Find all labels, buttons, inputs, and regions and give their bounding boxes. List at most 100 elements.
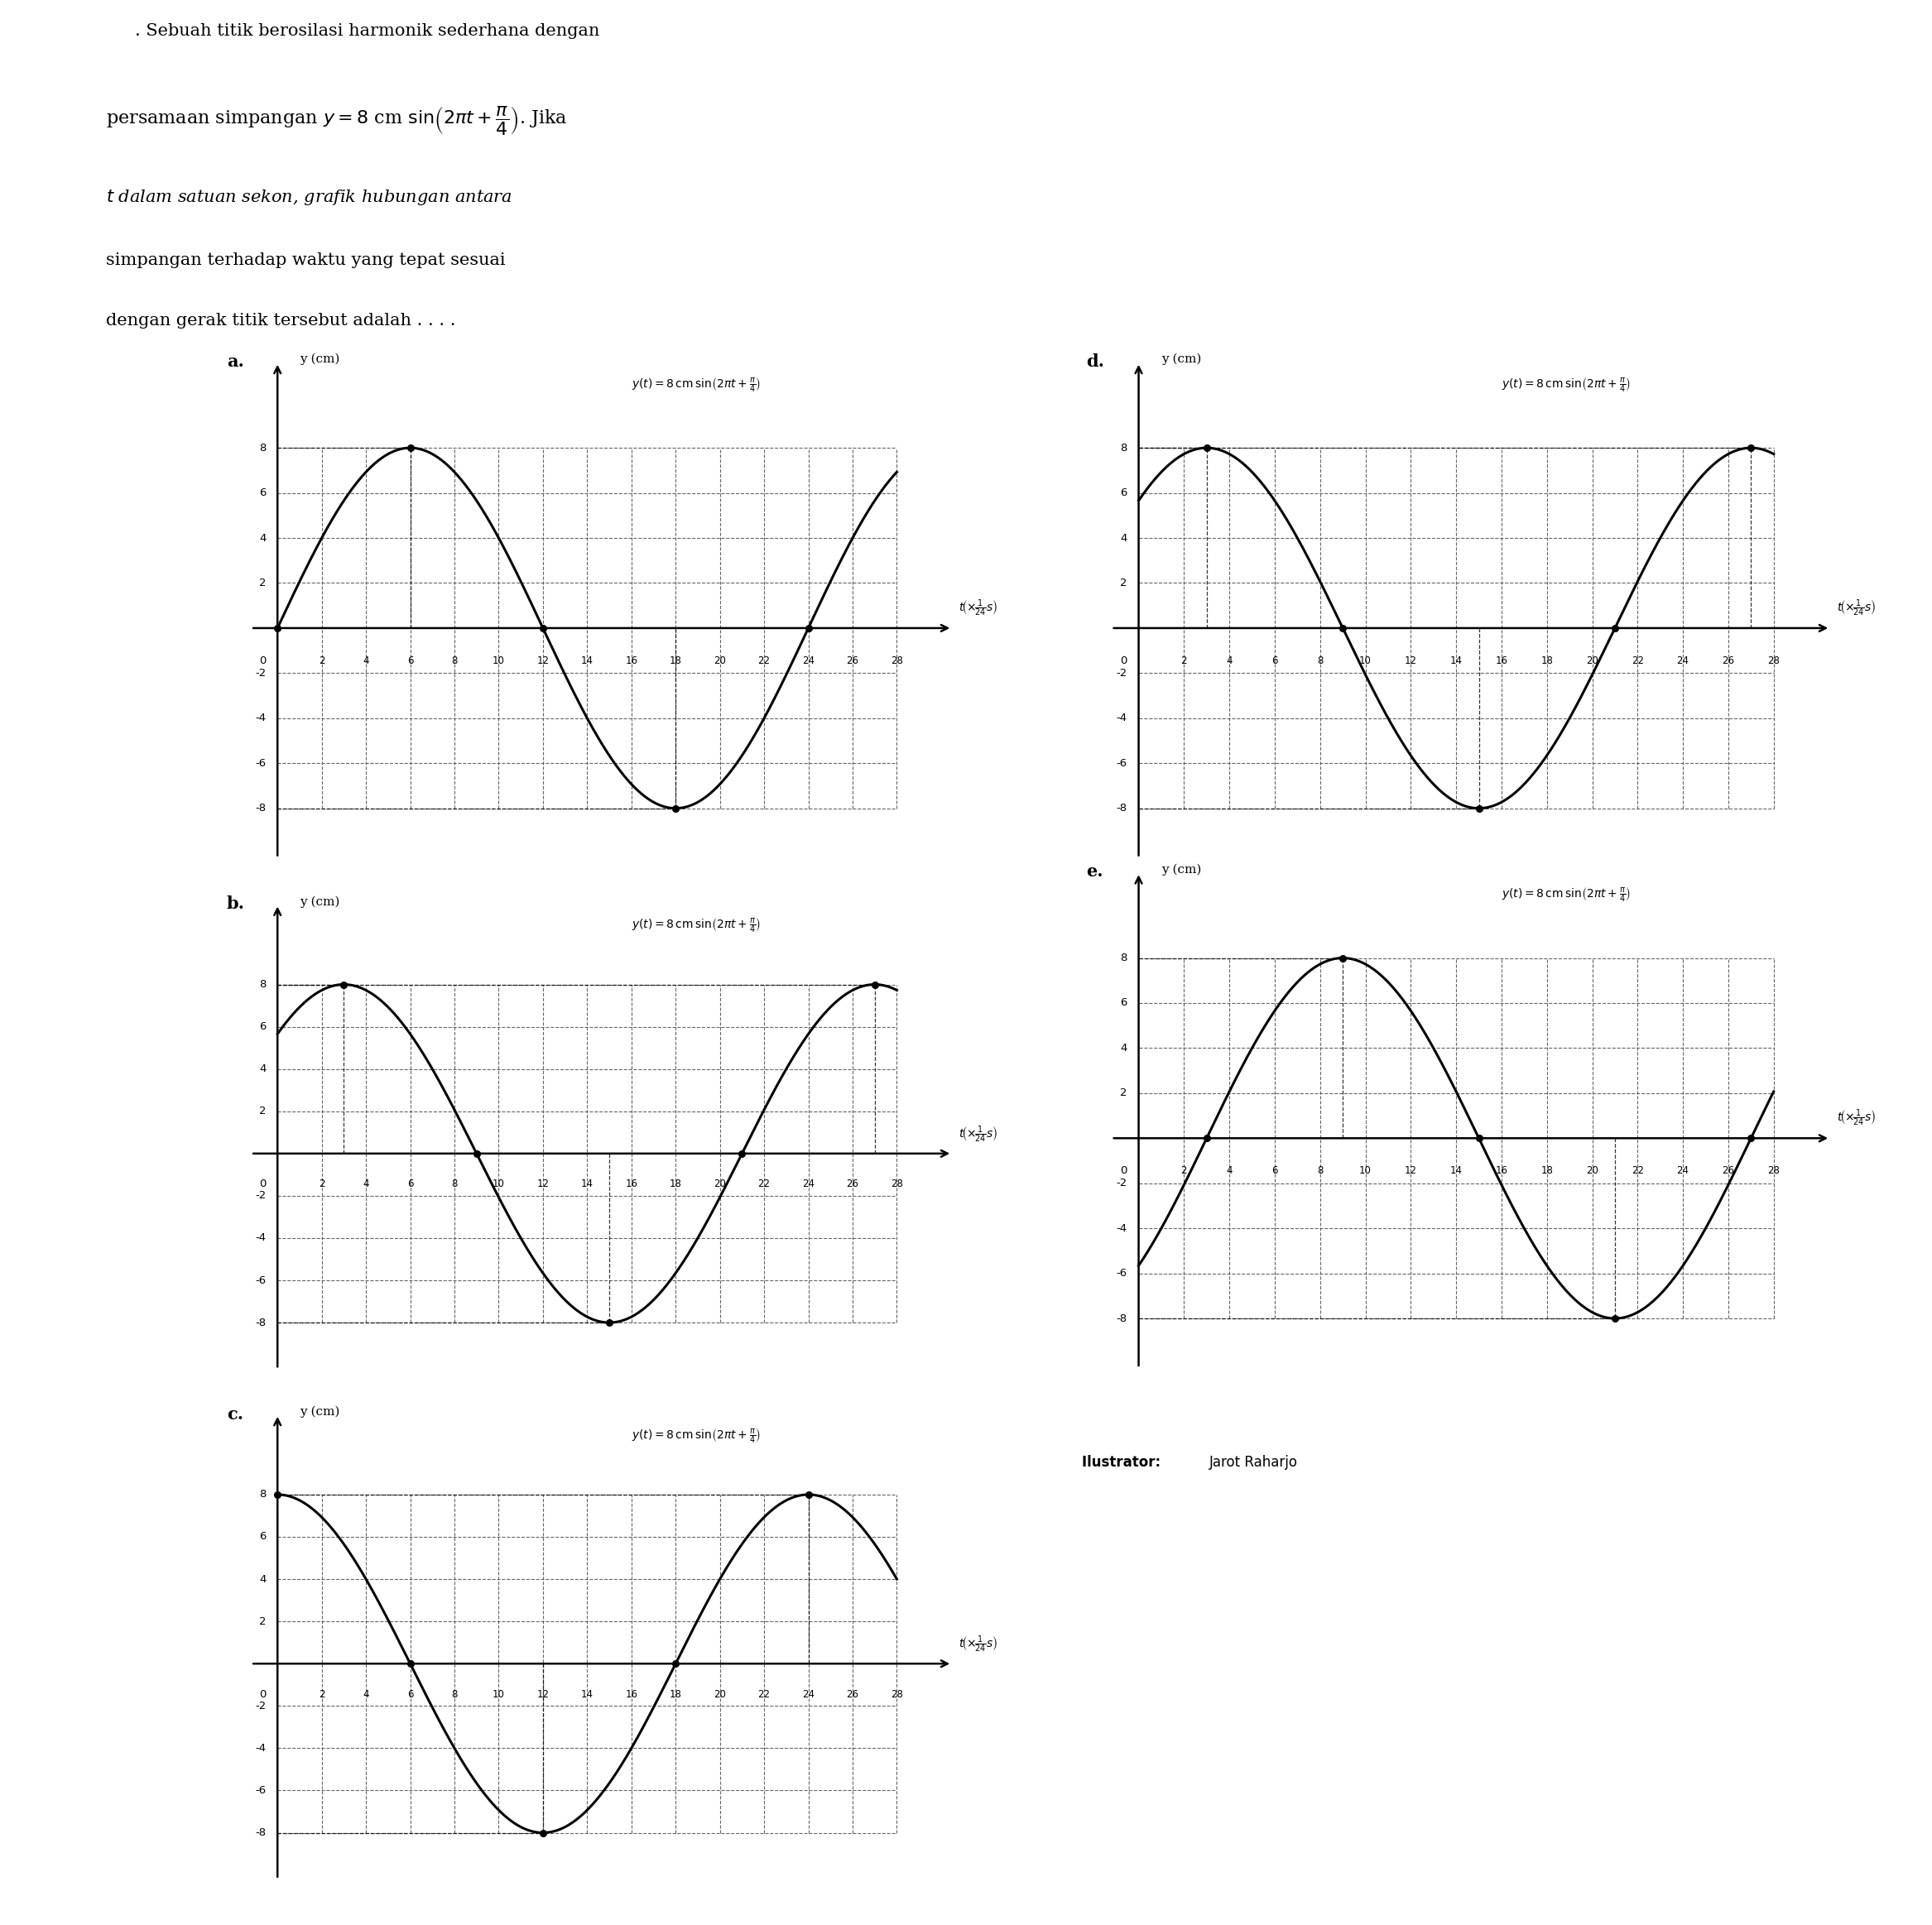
Text: 6: 6 [408, 654, 413, 666]
Text: 16: 16 [626, 654, 638, 666]
Text: 4: 4 [363, 1178, 369, 1190]
Text: 8: 8 [452, 1688, 458, 1700]
Text: -4: -4 [255, 712, 267, 724]
Text: -6: -6 [255, 1274, 267, 1286]
Text: 0: 0 [259, 1178, 267, 1190]
Text: $y(t) = 8\,\mathrm{cm}\,\sin\!\left(2\pi t+\frac{\pi}{4}\right)$: $y(t) = 8\,\mathrm{cm}\,\sin\!\left(2\pi… [1501, 886, 1631, 905]
Text: -2: -2 [255, 1700, 267, 1711]
Text: 2: 2 [259, 578, 267, 589]
Text: 6: 6 [1271, 1165, 1277, 1176]
Text: 4: 4 [259, 1575, 267, 1584]
Text: 12: 12 [537, 654, 549, 666]
Text: 12: 12 [537, 1688, 549, 1700]
Text: 10: 10 [1360, 1165, 1372, 1176]
Text: y (cm): y (cm) [1161, 354, 1202, 366]
Text: . Sebuah titik berosilasi harmonik sederhana dengan: . Sebuah titik berosilasi harmonik seder… [135, 23, 599, 38]
Text: -6: -6 [255, 1784, 267, 1796]
Text: 12: 12 [1405, 654, 1416, 666]
Text: a.: a. [226, 354, 243, 370]
Text: 2: 2 [1121, 578, 1126, 589]
Text: $t\!\left(\times\!\frac{1}{24}s\right)$: $t\!\left(\times\!\frac{1}{24}s\right)$ [1837, 599, 1876, 618]
Text: 20: 20 [1586, 654, 1598, 666]
Text: simpangan terhadap waktu yang tepat sesuai: simpangan terhadap waktu yang tepat sesu… [106, 252, 506, 268]
Text: b.: b. [226, 895, 245, 912]
Text: 10: 10 [1360, 654, 1372, 666]
Text: 2: 2 [319, 1688, 325, 1700]
Text: e.: e. [1086, 864, 1103, 880]
Text: 8: 8 [259, 1490, 267, 1500]
Text: y (cm): y (cm) [299, 354, 340, 366]
Text: 16: 16 [1495, 654, 1507, 666]
Text: 28: 28 [891, 654, 902, 666]
Text: 2: 2 [259, 1615, 267, 1627]
Text: 4: 4 [363, 1688, 369, 1700]
Text: 26: 26 [846, 1178, 860, 1190]
Text: y (cm): y (cm) [299, 895, 340, 907]
Text: 24: 24 [1677, 1165, 1689, 1176]
Text: 14: 14 [1449, 654, 1463, 666]
Text: 16: 16 [626, 1688, 638, 1700]
Text: -6: -6 [1117, 758, 1126, 768]
Text: -2: -2 [255, 668, 267, 678]
Text: 0: 0 [259, 654, 267, 666]
Text: 8: 8 [452, 654, 458, 666]
Text: 20: 20 [713, 1688, 726, 1700]
Text: 16: 16 [626, 1178, 638, 1190]
Text: 28: 28 [1768, 654, 1779, 666]
Text: 18: 18 [670, 654, 682, 666]
Text: 6: 6 [1121, 997, 1126, 1009]
Text: 14: 14 [582, 1688, 593, 1700]
Text: 6: 6 [259, 1022, 267, 1032]
Text: 4: 4 [1227, 654, 1233, 666]
Text: 18: 18 [670, 1688, 682, 1700]
Text: -8: -8 [255, 1317, 267, 1328]
Text: c.: c. [226, 1405, 243, 1423]
Text: $y(t) = 8\,\mathrm{cm}\,\sin\!\left(2\pi t+\frac{\pi}{4}\right)$: $y(t) = 8\,\mathrm{cm}\,\sin\!\left(2\pi… [632, 916, 761, 936]
Text: $y(t) = 8\,\mathrm{cm}\,\sin\!\left(2\pi t+\frac{\pi}{4}\right)$: $y(t) = 8\,\mathrm{cm}\,\sin\!\left(2\pi… [632, 375, 761, 395]
Text: dengan gerak titik tersebut adalah . . . .: dengan gerak titik tersebut adalah . . .… [106, 314, 456, 329]
Text: 8: 8 [1318, 1165, 1323, 1176]
Text: d.: d. [1086, 354, 1105, 370]
Text: 4: 4 [259, 1065, 267, 1074]
Text: 18: 18 [1540, 1165, 1553, 1176]
Text: -2: -2 [1117, 668, 1126, 678]
Text: 8: 8 [1318, 654, 1323, 666]
Text: 22: 22 [1631, 1165, 1644, 1176]
Text: 4: 4 [1121, 533, 1126, 543]
Text: 10: 10 [493, 654, 504, 666]
Text: 4: 4 [363, 654, 369, 666]
Text: -4: -4 [255, 1232, 267, 1244]
Text: 26: 26 [846, 1688, 860, 1700]
Text: Ilustrator:: Ilustrator: [1082, 1455, 1165, 1469]
Text: 20: 20 [1586, 1165, 1598, 1176]
Text: 24: 24 [802, 1178, 815, 1190]
Text: 26: 26 [1721, 1165, 1735, 1176]
Text: 24: 24 [1677, 654, 1689, 666]
Text: 2: 2 [259, 1105, 267, 1116]
Text: 8: 8 [1121, 953, 1126, 962]
Text: y (cm): y (cm) [1161, 864, 1202, 876]
Text: 2: 2 [1180, 1165, 1186, 1176]
Text: 2: 2 [319, 1178, 325, 1190]
Text: $y(t) = 8\,\mathrm{cm}\,\sin\!\left(2\pi t+\frac{\pi}{4}\right)$: $y(t) = 8\,\mathrm{cm}\,\sin\!\left(2\pi… [1501, 375, 1631, 395]
Text: -4: -4 [1117, 712, 1126, 724]
Text: 24: 24 [802, 1688, 815, 1700]
Text: $t\!\left(\times\!\frac{1}{24}s\right)$: $t\!\left(\times\!\frac{1}{24}s\right)$ [958, 1634, 997, 1656]
Text: y (cm): y (cm) [299, 1405, 340, 1417]
Text: 28: 28 [1768, 1165, 1779, 1176]
Text: 8: 8 [259, 980, 267, 989]
Text: 28: 28 [891, 1178, 902, 1190]
Text: persamaan simpangan $y = 8$ cm $\sin\!\left(2\pi t + \dfrac{\pi}{4}\right)$. Jik: persamaan simpangan $y = 8$ cm $\sin\!\l… [106, 104, 568, 137]
Text: -8: -8 [255, 803, 267, 814]
Text: -8: -8 [1117, 1313, 1126, 1324]
Text: 6: 6 [408, 1688, 413, 1700]
Text: 8: 8 [259, 443, 267, 452]
Text: -4: -4 [1117, 1222, 1126, 1234]
Text: 10: 10 [493, 1178, 504, 1190]
Text: 0: 0 [259, 1688, 267, 1700]
Text: 24: 24 [802, 654, 815, 666]
Text: 28: 28 [891, 1688, 902, 1700]
Text: 2: 2 [1180, 654, 1186, 666]
Text: 22: 22 [757, 1178, 771, 1190]
Text: Jarot Raharjo: Jarot Raharjo [1209, 1455, 1298, 1469]
